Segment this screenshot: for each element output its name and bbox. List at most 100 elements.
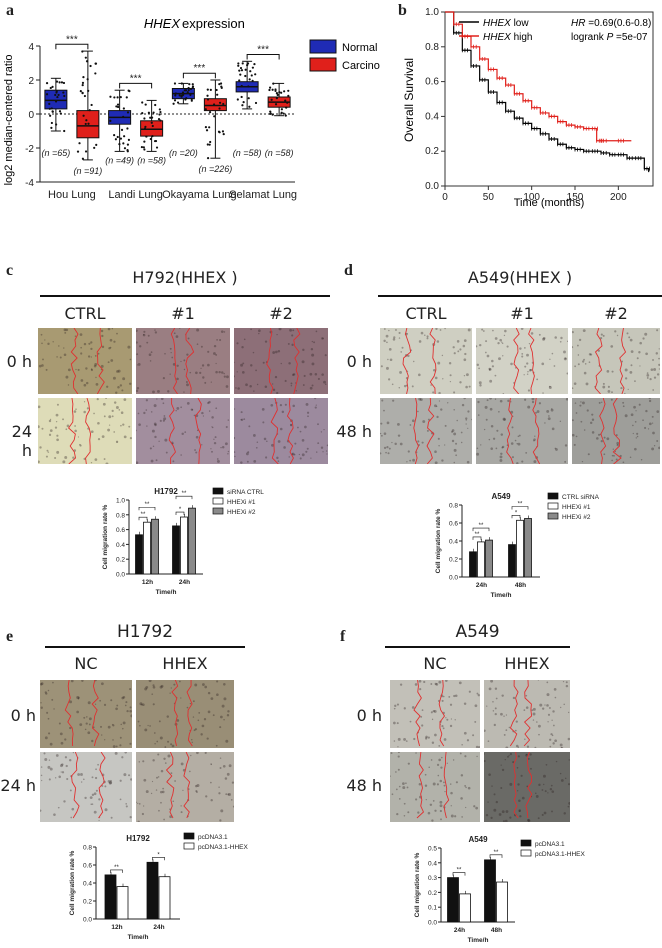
micrograph-cell [577,354,580,356]
micrograph-cell [129,709,132,713]
micrograph-cell [317,423,319,426]
chart-a-point [280,111,283,114]
micrograph-cell [243,418,246,420]
micrograph-cell [451,439,455,443]
chart-a-point [157,118,161,121]
micrograph-cell [201,724,205,728]
micrograph-cell [142,760,145,763]
micrograph-cell [636,432,639,435]
micrograph-cell [441,699,444,702]
chart-a-category-label: Okayama Lung [162,189,237,201]
micrograph-cell [564,357,567,360]
micrograph-cell [395,329,397,331]
micrograph-cell [501,342,504,344]
micrograph-cell [156,740,159,743]
chart-a-point [240,95,243,99]
micrograph-cell [91,793,95,797]
micrograph-cell [396,703,400,706]
micrograph-cell [139,345,142,348]
micrograph-cell [199,371,202,374]
micrograph-cell [434,376,438,380]
micrograph-cell [495,800,498,804]
micrograph-cell [157,389,160,393]
micrograph-cell [110,359,114,362]
micrograph-cell [234,361,235,364]
micrograph-cell [388,329,390,332]
micrograph-cell [519,815,522,818]
micrograph-cell [109,346,112,349]
micrograph-cell [62,460,66,464]
micrograph-cell [157,753,160,756]
micrograph-cell [225,426,228,429]
micrograph-cell [500,764,502,766]
chart-a-point [209,140,212,144]
micrograph-cell [550,733,553,736]
micrograph-cell [241,346,244,349]
micrograph-cell [551,427,555,431]
micrograph-cell [474,704,478,708]
micrograph-d-1-48h [476,398,568,464]
micrograph-cell [79,333,83,336]
micrograph-cell [427,736,430,739]
micrograph-cell [293,453,296,456]
micrograph-cell [581,401,585,405]
micrograph-cell [552,742,555,745]
micrograph-texture [136,752,234,822]
chart-a-point [115,105,118,108]
micrograph-cell [151,693,154,695]
chart-a-point [187,88,190,92]
chart-a-n-label: (n =91) [73,166,102,176]
chart-a-point [269,110,272,113]
micrograph-cell [441,459,444,462]
micrograph-cell [83,383,87,387]
micrograph-cell [505,746,509,748]
micrograph-cell [438,400,441,402]
micrograph-cell [101,345,105,349]
chart-a-point [213,115,216,118]
chart-a-point [82,75,85,79]
micrograph-cell [652,359,654,361]
micrograph-cell [624,392,626,394]
micrograph-cell [441,354,444,357]
chart-a-point [284,99,287,102]
micrograph-cell [651,447,655,451]
micrograph-cell [187,337,190,340]
panel-d-col-1: #1 [510,304,534,323]
micrograph-cell [228,764,232,768]
micrograph-cell [475,745,479,748]
micrograph-cell [165,451,168,454]
panel-label-c: c [6,262,14,279]
chart-f-bar [484,859,496,923]
chart-a-sig-bracket [55,43,89,50]
micrograph-cell [128,382,132,386]
micrograph-cell [525,754,528,757]
micrograph-cell [387,452,390,455]
micrograph-cell [629,338,633,342]
micrograph-cell [436,415,439,419]
chart-c-sig-label: ** [182,491,187,497]
micrograph-cell [100,329,104,333]
micrograph-cell [144,687,148,691]
chart-e-legend-label: pcDNA3.1 [198,834,228,841]
micrograph-cell [531,398,535,401]
micrograph-cell [434,733,437,737]
micrograph-cell [250,328,252,331]
chart-a-n-label: (n =58) [137,155,166,165]
micrograph-cell [326,453,328,455]
micrograph-cell [90,368,94,372]
micrograph-cell [207,363,210,367]
micrograph-cell [42,358,44,361]
micrograph-cell [90,341,93,344]
chart-d-legend-swatch [547,492,559,500]
micrograph-cell [452,759,455,761]
micrograph-cell [465,786,467,789]
micrograph-cell [546,704,549,707]
chart-b-curve-low [445,11,650,173]
micrograph-cell [567,737,570,741]
micrograph-cell [559,340,562,343]
chart-a-point [238,79,241,82]
micrograph-cell [150,351,153,354]
wound-edge-line [599,398,607,464]
micrograph-cell [54,777,57,779]
micrograph-cell [492,329,494,332]
